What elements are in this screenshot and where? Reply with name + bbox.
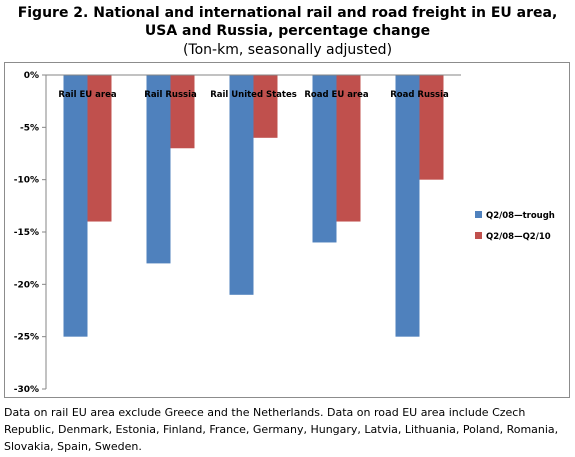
- y-tick-label: -10%: [14, 176, 39, 186]
- legend-label: Q2/08—Q2/10: [486, 232, 551, 242]
- category-label: Rail EU area: [58, 90, 116, 100]
- y-tick-label: -20%: [14, 280, 39, 290]
- bar: [63, 75, 88, 337]
- chart-title: Figure 2. National and international rai…: [17, 5, 558, 39]
- legend-label: Q2/08—trough: [486, 211, 555, 221]
- bar: [146, 75, 171, 264]
- category-label: Road EU area: [304, 90, 369, 100]
- category-label: Rail Russia: [144, 90, 197, 100]
- chart-area: 0% -5% -10% -15% -20% -25% -30% Rail EU area Ra…: [4, 62, 570, 398]
- footnote: Data on rail EU area exclude Greece and …: [4, 406, 559, 453]
- bar: [395, 75, 420, 337]
- bar: [336, 75, 361, 222]
- bar: [419, 75, 444, 180]
- legend-swatch: [475, 232, 482, 239]
- bar-chart: 0% -5% -10% -15% -20% -25% -30% Rail EU area Ra…: [14, 71, 555, 395]
- y-tick-label: -5%: [20, 123, 39, 133]
- category-label: Rail United States: [210, 90, 297, 100]
- y-tick-label: -15%: [14, 228, 39, 238]
- bar: [170, 75, 195, 149]
- y-tick-label: 0%: [24, 71, 39, 81]
- category-label: Road Russia: [390, 90, 449, 100]
- y-tick-label: -30%: [14, 385, 39, 395]
- bar: [229, 75, 254, 295]
- chart-subtitle: (Ton-km, seasonally adjusted): [182, 42, 393, 58]
- legend-swatch: [475, 211, 482, 218]
- y-tick-label: -25%: [14, 333, 39, 343]
- bar: [253, 75, 278, 138]
- bar: [312, 75, 337, 243]
- bar: [87, 75, 112, 222]
